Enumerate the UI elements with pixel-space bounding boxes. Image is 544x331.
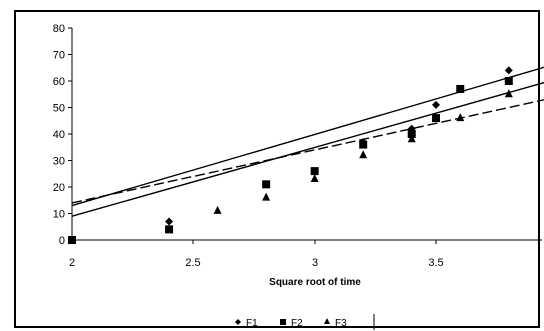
y-tick-label-5: 50 <box>53 103 65 115</box>
x-axis-label: Square root of time <box>269 277 361 288</box>
y-tick-label-2: 20 <box>53 182 65 194</box>
point-f2-8 <box>504 77 513 85</box>
legend-label-f1: F1 <box>246 318 258 329</box>
point-f3-2 <box>213 205 222 214</box>
legend-label-f3: F3 <box>335 318 347 329</box>
y-tick-label-6: 60 <box>53 76 65 88</box>
point-f3-6 <box>407 134 416 143</box>
y-tick-label-7: 70 <box>53 50 65 62</box>
point-f2-7 <box>456 84 465 93</box>
legend-marker-f2 <box>280 319 286 325</box>
chart-frame <box>14 10 540 328</box>
point-f2-3 <box>310 167 319 176</box>
legend-marker-f1 <box>235 319 241 325</box>
point-f2-6 <box>432 114 440 123</box>
point-f1-1 <box>165 217 174 226</box>
legend-marker-f3 <box>324 318 330 324</box>
point-f2-5 <box>407 130 416 138</box>
point-f3-8 <box>504 89 513 98</box>
y-tick-label-4: 40 <box>53 129 65 141</box>
x-tick-label-1: 2.5 <box>185 257 200 269</box>
point-f2-2 <box>262 180 271 189</box>
point-f3-3 <box>262 192 271 201</box>
point-f3-1 <box>165 224 174 233</box>
trendline-f2 <box>71 81 544 217</box>
trendline-f3 <box>71 99 544 204</box>
point-f3-4 <box>310 174 319 183</box>
trendline-f1 <box>71 66 544 207</box>
point-f1-5 <box>432 100 440 109</box>
y-tick-label-0: 0 <box>59 235 65 247</box>
point-f2-4 <box>359 140 368 149</box>
legend-label-f2: F2 <box>291 318 303 329</box>
point-f3-7 <box>456 113 465 122</box>
point-f3-0 <box>68 235 76 243</box>
x-tick-label-3: 3.5 <box>428 257 443 269</box>
y-tick-label-1: 10 <box>53 209 65 221</box>
y-tick-label-8: 80 <box>53 23 65 35</box>
y-tick-label-3: 30 <box>53 156 65 168</box>
point-f3-5 <box>359 150 368 159</box>
chart-frame-top <box>14 10 540 12</box>
x-tick-label-2: 3 <box>312 257 318 269</box>
point-f1-7 <box>504 66 513 75</box>
x-tick-label-0: 2 <box>69 257 75 269</box>
